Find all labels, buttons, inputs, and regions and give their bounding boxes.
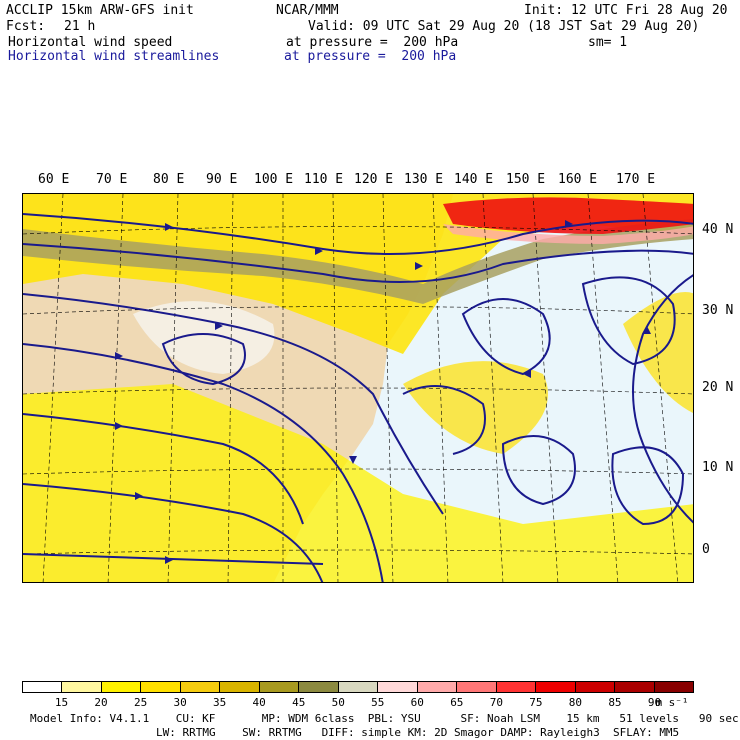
smoothing-label: sm= 1 [588,35,628,50]
colorbar-tick-label: 90 [647,696,662,709]
lon-label: 140 E [454,172,494,187]
colorbar-tick-label: 60 [410,696,424,709]
colorbar-cell [23,682,62,692]
lon-label: 80 E [153,172,185,187]
colorbar-cell [456,682,496,692]
colorbar-tick-label: 70 [489,696,503,709]
wind-yellow-south [23,384,693,582]
wind-yellow-central [403,361,548,454]
colorbar-cell [140,682,180,692]
institution-label: NCAR/MMM [276,3,339,18]
model-info-line1: Model Info: V4.1.1 CU: KF MP: WDM 6class… [30,712,739,725]
lat-label: 20 N [702,380,734,395]
lon-label: 70 E [96,172,128,187]
wind-map-canvas [23,194,693,582]
lon-label: 110 E [304,172,344,187]
colorbar-tick-label: 65 [450,696,464,709]
colorbar-cell [100,682,141,692]
lon-label: 150 E [506,172,546,187]
colorbar-tick-label: 20 [94,696,108,709]
colorbar-cell [377,682,417,692]
colorbar-cell [179,682,220,692]
lat-label: 30 N [702,303,734,318]
color-bar [22,681,694,693]
model-title: ACCLIP 15km ARW-GFS init [6,3,194,18]
model-info-line2: LW: RRTMG SW: RRTMG DIFF: simple KM: 2D … [156,726,680,739]
lon-label: 90 E [206,172,238,187]
init-time: Init: 12 UTC Fri 28 Aug 20 [524,3,728,18]
colorbar-cell [495,682,536,692]
lon-label: 130 E [404,172,444,187]
forecast-label: Fcst: [6,19,46,34]
field1-name: Horizontal wind speed [8,35,173,50]
field1-level: at pressure = 200 hPa [286,35,459,50]
lon-label: 100 E [254,172,294,187]
lat-label: 10 N [702,460,734,475]
colorbar-tick-label: 75 [529,696,543,709]
wind-map [22,193,694,583]
streamlines [23,213,693,582]
jet-red-core [443,197,693,234]
lat-label: 40 N [702,222,734,237]
colorbar-cell [298,682,338,692]
colorbar-cell [653,682,693,692]
colorbar-cell [61,682,101,692]
colorbar-tick-label: 35 [213,696,227,709]
lon-label: 60 E [38,172,70,187]
field2-name: Horizontal wind streamlines [8,49,220,64]
lon-label: 120 E [354,172,394,187]
colorbar-cell [614,682,654,692]
colorbar-cell [337,682,378,692]
lat-label: 0 [702,542,710,557]
lon-label: 170 E [616,172,656,187]
colorbar-unit: m s⁻¹ [655,696,689,709]
colorbar-tick-label: 80 [568,696,583,709]
colorbar-cell [535,682,575,692]
colorbar-tick-label: 50 [331,696,345,709]
field2-level: at pressure = 200 hPa [284,49,457,64]
colorbar-tick-label: 55 [371,696,385,709]
wind-light-tibet [133,301,275,374]
colorbar-tick-label: 85 [608,696,622,709]
graticule [23,194,693,582]
lon-label: 160 E [558,172,598,187]
valid-time: Valid: 09 UTC Sat 29 Aug 20 (18 JST Sat … [308,19,700,34]
colorbar-tick-label: 25 [133,696,148,709]
colorbar-tick-label: 30 [173,696,187,709]
colorbar-cell [219,682,259,692]
streamline-arrows [115,220,651,564]
colorbar-cell [574,682,615,692]
colorbar-tick-label: 40 [252,696,266,709]
forecast-hour: 21 h [64,19,96,34]
colorbar-cell [416,682,457,692]
colorbar-tick-label: 45 [292,696,306,709]
colorbar-cell [258,682,299,692]
colorbar-tick-label: 15 [54,696,69,709]
